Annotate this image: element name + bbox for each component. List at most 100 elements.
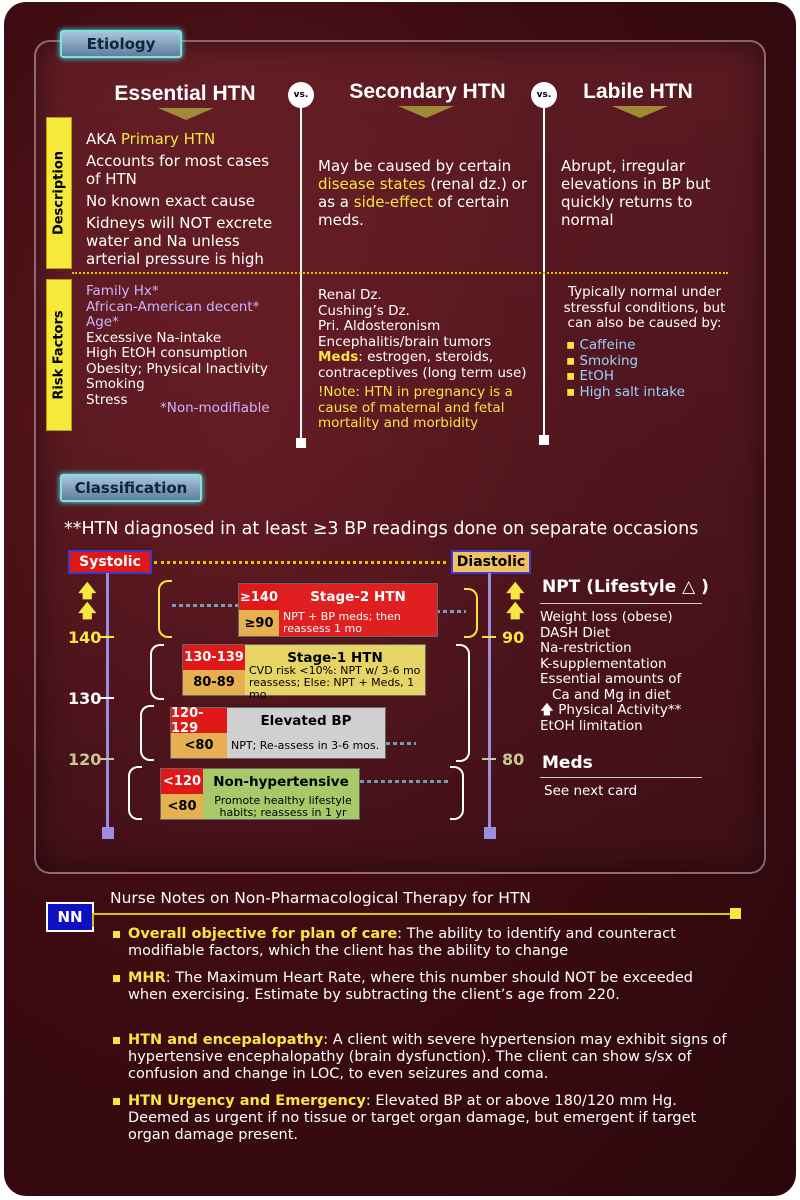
nn-rule-tick bbox=[92, 913, 94, 927]
tick-mark bbox=[482, 758, 496, 760]
tick-mark bbox=[482, 636, 496, 638]
vs-badge-2: vs. bbox=[531, 82, 557, 108]
stage-1-dia: 80-89 bbox=[183, 670, 245, 695]
systolic-axis bbox=[106, 573, 109, 829]
elevated-desc: NPT; Re-assess in 3-6 mos. bbox=[227, 733, 385, 758]
stage-2-dia: ≥90 bbox=[239, 610, 279, 636]
stage-1-sys: 130-139 bbox=[183, 645, 245, 670]
elevated-sys: 120-129 bbox=[171, 706, 227, 736]
header-labile: Labile HTN bbox=[583, 80, 693, 103]
nonhypertensive-desc: Promote healthy lifestyle habits; reasse… bbox=[203, 794, 359, 819]
brace bbox=[456, 644, 470, 762]
brace bbox=[464, 588, 478, 638]
up-arrow-icon: 🡅 bbox=[540, 702, 554, 718]
note-item: Overall objective for plan of care: The … bbox=[128, 926, 676, 959]
note-bullet bbox=[113, 1098, 120, 1105]
labile-risk-intro: Typically normal under stressful conditi… bbox=[563, 284, 726, 331]
labile-risk-item: ▪ Caffeine bbox=[566, 337, 636, 353]
stage-2-box: ≥140 Stage-2 HTN ≥90 NPT + BP meds; then… bbox=[238, 583, 438, 637]
stage-1-box: 130-139 Stage-1 HTN 80-89 CVD risk <10%:… bbox=[182, 644, 426, 700]
nonhypertensive-sys: <120 bbox=[161, 769, 203, 794]
brace bbox=[158, 580, 172, 638]
note-item: HTN Urgency and Emergency: Elevated BP a… bbox=[128, 1093, 697, 1143]
up-arrow-icon: 🡅 bbox=[506, 601, 525, 622]
header-pointer-1 bbox=[158, 108, 214, 120]
meds-title: Meds bbox=[542, 753, 593, 773]
up-arrow-icon: 🡅 bbox=[78, 581, 97, 602]
systolic-label: Systolic bbox=[68, 550, 152, 574]
nn-rule bbox=[92, 913, 732, 915]
elevated-dia: <80 bbox=[171, 733, 227, 758]
npt-title: NPT (Lifestyle △ ) bbox=[542, 577, 709, 597]
diastolic-axis bbox=[488, 573, 491, 829]
header-secondary: Secondary HTN bbox=[349, 80, 506, 103]
nonhypertensive-title: Non-hypertensive bbox=[203, 769, 359, 794]
npt-underline bbox=[540, 603, 702, 604]
brace bbox=[450, 766, 464, 820]
essential-description: AKA Primary HTN Accounts for most cases … bbox=[86, 130, 273, 268]
classification-tag: Classification bbox=[60, 474, 202, 502]
meds-underline bbox=[540, 777, 702, 778]
brace bbox=[128, 766, 142, 820]
secondary-description: May be caused by certain disease states … bbox=[318, 157, 528, 229]
brace bbox=[150, 644, 164, 700]
header-pointer-3 bbox=[612, 106, 668, 118]
connector-glow bbox=[386, 742, 416, 745]
side-label-risk: Risk Factors bbox=[46, 279, 72, 431]
stage-2-desc: NPT + BP meds; then reassess 1 mo bbox=[279, 610, 437, 636]
up-arrow-icon: 🡅 bbox=[506, 581, 525, 602]
secondary-risk-factors: Renal Dz. Cushing’s Dz. Pri. Aldosteroni… bbox=[318, 287, 527, 431]
note-bullet bbox=[113, 1037, 120, 1044]
header-essential: Essential HTN bbox=[114, 82, 256, 105]
labile-risk-list: ▪ Caffeine ▪ Smoking ▪ EtOH ▪ High salt … bbox=[566, 337, 726, 400]
elevated-box: 120-129 Elevated BP <80 NPT; Re-assess i… bbox=[170, 706, 386, 759]
nn-rule-end bbox=[730, 908, 741, 919]
connector-glow bbox=[172, 604, 238, 607]
tick-mark bbox=[100, 636, 114, 638]
connector-glow bbox=[436, 610, 466, 613]
nonhypertensive-box: <120 Non-hypertensive <80 Promote health… bbox=[160, 768, 360, 820]
diastolic-axis-end bbox=[484, 827, 496, 839]
nonmodifiable-note: *Non-modifiable bbox=[160, 400, 270, 416]
tick-sys-140: 140 bbox=[68, 628, 102, 647]
stage-1-desc: CVD risk <10%: NPT w/ 3-6 mo reassess; E… bbox=[245, 664, 425, 700]
content-panel bbox=[34, 40, 766, 874]
brace bbox=[140, 705, 154, 761]
note-bullet bbox=[113, 931, 120, 938]
axis-connector bbox=[154, 561, 446, 564]
meds-text: See next card bbox=[544, 783, 638, 799]
side-label-description: Description bbox=[46, 117, 72, 269]
divider-end-2 bbox=[539, 435, 549, 445]
labile-risk-item: ▪ EtOH bbox=[566, 368, 615, 384]
diagnosis-note: **HTN diagnosed in at least ≥3 BP readin… bbox=[64, 519, 699, 539]
tick-sys-130: 130 bbox=[68, 689, 102, 708]
tick-dia-90: 90 bbox=[502, 628, 525, 647]
connector-glow bbox=[360, 780, 450, 783]
header-pointer-2 bbox=[398, 106, 454, 118]
vs-badge-1: vs. bbox=[288, 82, 314, 108]
stage-2-title: Stage-2 HTN bbox=[279, 584, 437, 610]
reference-card bbox=[4, 2, 796, 1196]
up-arrow-icon: 🡅 bbox=[78, 601, 97, 622]
nn-badge: NN bbox=[46, 902, 94, 932]
tick-sys-120: 120 bbox=[68, 750, 102, 769]
note-item: MHR: The Maximum Heart Rate, where this … bbox=[128, 970, 693, 1003]
elevated-title: Elevated BP bbox=[227, 708, 385, 733]
tick-mark bbox=[100, 758, 114, 760]
nn-title: Nurse Notes on Non-Pharmacological Thera… bbox=[110, 889, 531, 907]
tick-dia-80: 80 bbox=[502, 750, 525, 769]
labile-risk-item: ▪ High salt intake bbox=[566, 383, 685, 400]
systolic-axis-end bbox=[102, 827, 114, 839]
essential-risk-factors: Family Hx* African-American decent* Age*… bbox=[86, 283, 268, 408]
stage-2-sys: ≥140 bbox=[239, 584, 279, 610]
etiology-tag: Etiology bbox=[60, 30, 182, 58]
note-bullet bbox=[113, 975, 120, 982]
note-item: HTN and encepalopathy: A client with sev… bbox=[128, 1032, 727, 1082]
tick-mark bbox=[100, 697, 114, 699]
section-dotted-divider bbox=[72, 272, 728, 274]
labile-description: Abrupt, irregular elevations in BP but q… bbox=[561, 157, 711, 229]
npt-list: Weight loss (obese) DASH Diet Na-restric… bbox=[540, 609, 682, 734]
labile-risk-item: ▪ Smoking bbox=[566, 352, 639, 369]
diastolic-label: Diastolic bbox=[451, 550, 531, 574]
divider-end-1 bbox=[296, 438, 306, 448]
